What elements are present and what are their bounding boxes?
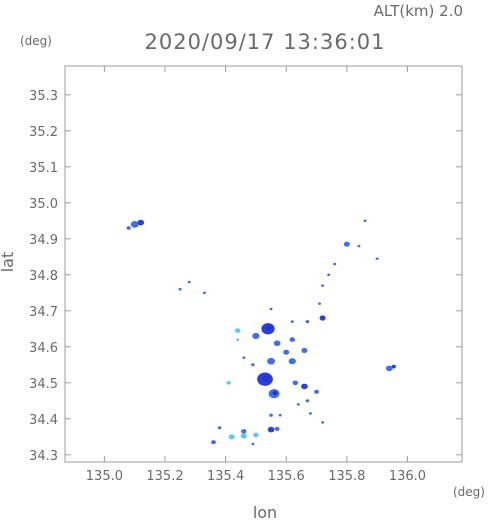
echo-cell: [178, 287, 182, 291]
echo-cell: [273, 340, 281, 347]
echo-cell: [251, 363, 255, 367]
lat-tick-label: 35.3: [29, 89, 58, 104]
lat-tick-label: 35.0: [29, 197, 58, 212]
echo-cell: [327, 273, 331, 277]
echo-cell: [137, 219, 145, 226]
lat-tick-label: 34.8: [29, 269, 58, 284]
lat-tick-label: 35.2: [29, 125, 58, 140]
echo-cell: [226, 380, 231, 385]
echo-cell: [269, 413, 273, 417]
plot-frame: [64, 65, 463, 463]
echo-cell: [363, 219, 367, 223]
echo-cell: [251, 442, 255, 446]
lat-tick-label: 34.7: [29, 305, 58, 320]
lon-tick-label: 136.0: [389, 469, 426, 484]
echo-cell: [288, 358, 296, 365]
echo-cell: [289, 337, 296, 342]
echo-cell: [235, 328, 241, 333]
echo-cell: [211, 440, 216, 445]
echo-cell: [290, 320, 294, 323]
echo-cell: [375, 257, 379, 260]
lat-tick-label: 34.6: [29, 341, 58, 356]
echo-cell: [305, 399, 310, 403]
altitude-label: ALT(km) 2.0: [374, 2, 463, 20]
echo-core: [262, 375, 270, 382]
echo-cell: [217, 426, 222, 430]
echo-cell: [283, 349, 290, 355]
lon-axis: 135.0 135.2 135.4 135.6 135.8 136.0: [86, 66, 426, 484]
lon-tick-label: 135.0: [86, 469, 123, 484]
echo-cell: [301, 383, 308, 390]
echo-cell: [391, 364, 396, 369]
echo-cell: [333, 262, 337, 266]
lat-unit-label: (deg): [20, 34, 52, 48]
echo-cell: [240, 433, 247, 439]
echo-cell: [314, 389, 319, 394]
lon-tick-label: 135.6: [268, 469, 305, 484]
echo-cell: [130, 221, 139, 228]
lat-tick-label: 34.3: [29, 449, 58, 464]
lat-axis: 34.3 34.4 34.5 34.6 34.7 34.8 34.9 35.0 35.1 35.2…: [29, 89, 462, 464]
echo-cell: [126, 226, 131, 230]
echo-cell: [305, 320, 310, 324]
echo-cell: [321, 421, 325, 424]
lon-tick-label: 135.2: [146, 469, 183, 484]
echo-cell: [296, 403, 300, 406]
echo-cell: [385, 365, 393, 372]
lat-tick-label: 34.4: [29, 413, 58, 428]
echo-cell: [318, 302, 322, 305]
lat-tick-label: 35.1: [29, 161, 58, 176]
echo-cell: [241, 429, 247, 434]
echo-cell: [187, 280, 191, 284]
echo-cell: [267, 426, 275, 433]
echo-cell: [252, 332, 260, 340]
echo-cell: [236, 338, 240, 341]
echo-cell: [343, 241, 350, 247]
echo-core: [272, 390, 278, 396]
lon-tick-label: 135.4: [207, 469, 244, 484]
echo-cell: [274, 426, 280, 431]
echo-cell: [292, 380, 299, 386]
echo-cell: [278, 413, 282, 417]
echo-cell: [242, 356, 246, 359]
echo-cell: [308, 412, 312, 415]
x-axis-label: lon: [253, 503, 277, 521]
lat-tick-label: 34.9: [29, 233, 58, 248]
echo-cell: [301, 347, 308, 353]
echo-layer: [126, 219, 396, 446]
echo-cell: [319, 315, 326, 321]
echo-cell: [202, 291, 206, 295]
echo-cell: [269, 307, 273, 311]
echo-cell: [321, 284, 325, 287]
lon-tick-label: 135.8: [328, 469, 365, 484]
y-axis-label: lat: [0, 252, 17, 273]
echo-cell: [253, 432, 259, 438]
lon-unit-label: (deg): [453, 485, 485, 499]
echo-cell: [357, 244, 361, 248]
lat-tick-label: 34.5: [29, 377, 58, 392]
datetime-title: 2020/09/17 13:36:01: [144, 30, 385, 54]
echo-cell: [228, 434, 235, 440]
echo-core: [266, 325, 273, 331]
echo-cell: [267, 357, 276, 365]
